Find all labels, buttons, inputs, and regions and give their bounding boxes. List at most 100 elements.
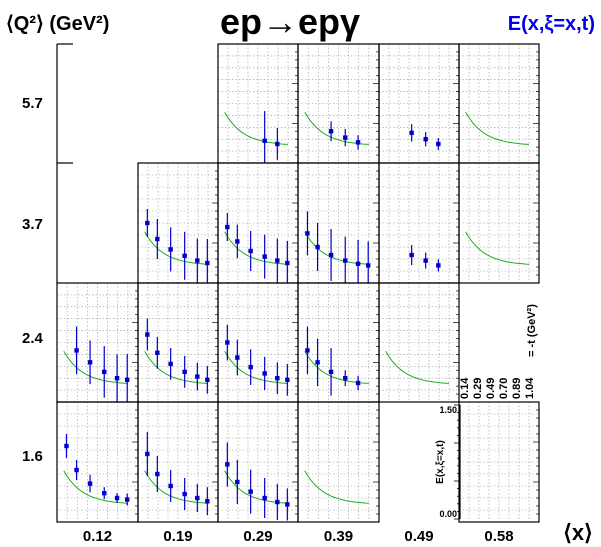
x-axis-label: ⟨x⟩ [563,520,592,545]
panel-r0-c5 [458,43,540,164]
inner-axis-legend: 1.50 0.00 E(x,ξ=x,t) [435,404,461,520]
data-point [275,376,280,381]
model-curve [304,350,369,384]
data-point [285,260,290,266]
model-curve [304,111,369,145]
x-bin-labels: 0.12 0.19 0.29 0.39 0.49 0.58 [83,528,514,545]
panel-grid [56,43,540,523]
panel-r3-c1 [137,401,219,523]
data-point [328,369,334,375]
data-point [285,377,290,382]
data-point [102,491,107,496]
model-curve [224,111,289,145]
data-point [205,260,210,266]
model-curve [224,470,289,504]
panel-r1-c3 [297,162,380,284]
data-point [436,263,441,268]
data-point [355,261,361,266]
data-point [125,497,130,502]
data-point [182,253,187,258]
data-point [285,502,290,507]
inner-axis-label: E(x,ξ=x,t) [435,440,446,484]
data-point [343,376,348,381]
q2-bin-label: 2.4 [22,330,44,347]
data-point [195,258,200,263]
inner-ytick-bottom: 0.00 [439,509,457,519]
data-point [235,479,240,485]
x-bin-label: 0.29 [243,528,272,545]
data-point [74,348,79,353]
data-point [64,443,69,449]
x-bin-label: 0.19 [163,528,192,545]
data-point [155,236,160,242]
q2-axis-label: ⟨Q²⟩ (GeV²) [6,13,109,35]
data-point [182,369,187,375]
data-point [248,248,253,254]
data-point [262,254,267,259]
data-point [248,489,253,494]
t-value-label: 1.04 [524,377,536,399]
x-bin-label: 0.12 [83,528,112,545]
model-curve [465,111,530,145]
t-axis-label: = -t (GeV²) [526,304,538,357]
q2-bin-labels: 5.7 3.7 2.4 1.6 [22,95,44,465]
panel-frame [458,162,540,284]
data-point [114,376,120,381]
data-point [225,224,230,230]
panel-r3-c0 [56,401,139,523]
data-point [145,332,150,337]
chart-subtitle: E(x,ξ=x,t) [508,13,595,35]
panel-r2-c1 [137,282,219,403]
data-point [205,499,210,504]
data-point [155,471,160,477]
data-point [328,129,334,134]
inner-ytick-top: 1.50 [439,405,457,415]
data-point [114,495,120,501]
panel-r1-c2 [217,162,299,284]
data-point [145,451,150,457]
model-curve [304,231,369,265]
panel-frame [378,282,460,403]
data-point [423,137,428,142]
panel-r1-c1 [137,162,219,284]
data-point [262,138,267,143]
panel-r2-c3 [297,282,380,403]
data-point [87,360,93,365]
data-point [366,263,371,268]
data-point [262,495,267,501]
panel-frame [297,401,380,523]
panel-r2-c0 [56,282,139,403]
data-point [328,252,334,258]
data-point [195,495,200,501]
panel-r3-c5 [458,401,540,523]
data-point [74,467,79,473]
data-point [315,244,320,250]
data-point [409,252,414,258]
x-bin-label: 0.58 [484,528,513,545]
data-point [145,220,150,226]
data-point [275,258,280,263]
q2-bin-label: 5.7 [22,95,43,112]
data-point [182,491,187,497]
panel-frame [458,401,540,523]
data-point [343,258,348,263]
chart-title: ep→epγ [220,1,360,42]
data-point [248,364,253,370]
data-point [225,462,230,467]
panel-r1-c4 [378,162,460,284]
data-point [125,377,130,382]
model-curve [465,231,530,265]
panel-r1-c5 [458,162,540,284]
t-value-label: 0.49 [485,378,497,399]
data-point [275,499,280,505]
model-curve [385,350,450,384]
data-point [87,481,93,486]
t-value-label: 0.89 [511,378,523,399]
data-point [275,141,280,147]
data-point [195,374,200,379]
model-curve [304,470,369,504]
data-point [168,361,173,367]
data-point [102,369,107,375]
data-point [235,239,240,244]
